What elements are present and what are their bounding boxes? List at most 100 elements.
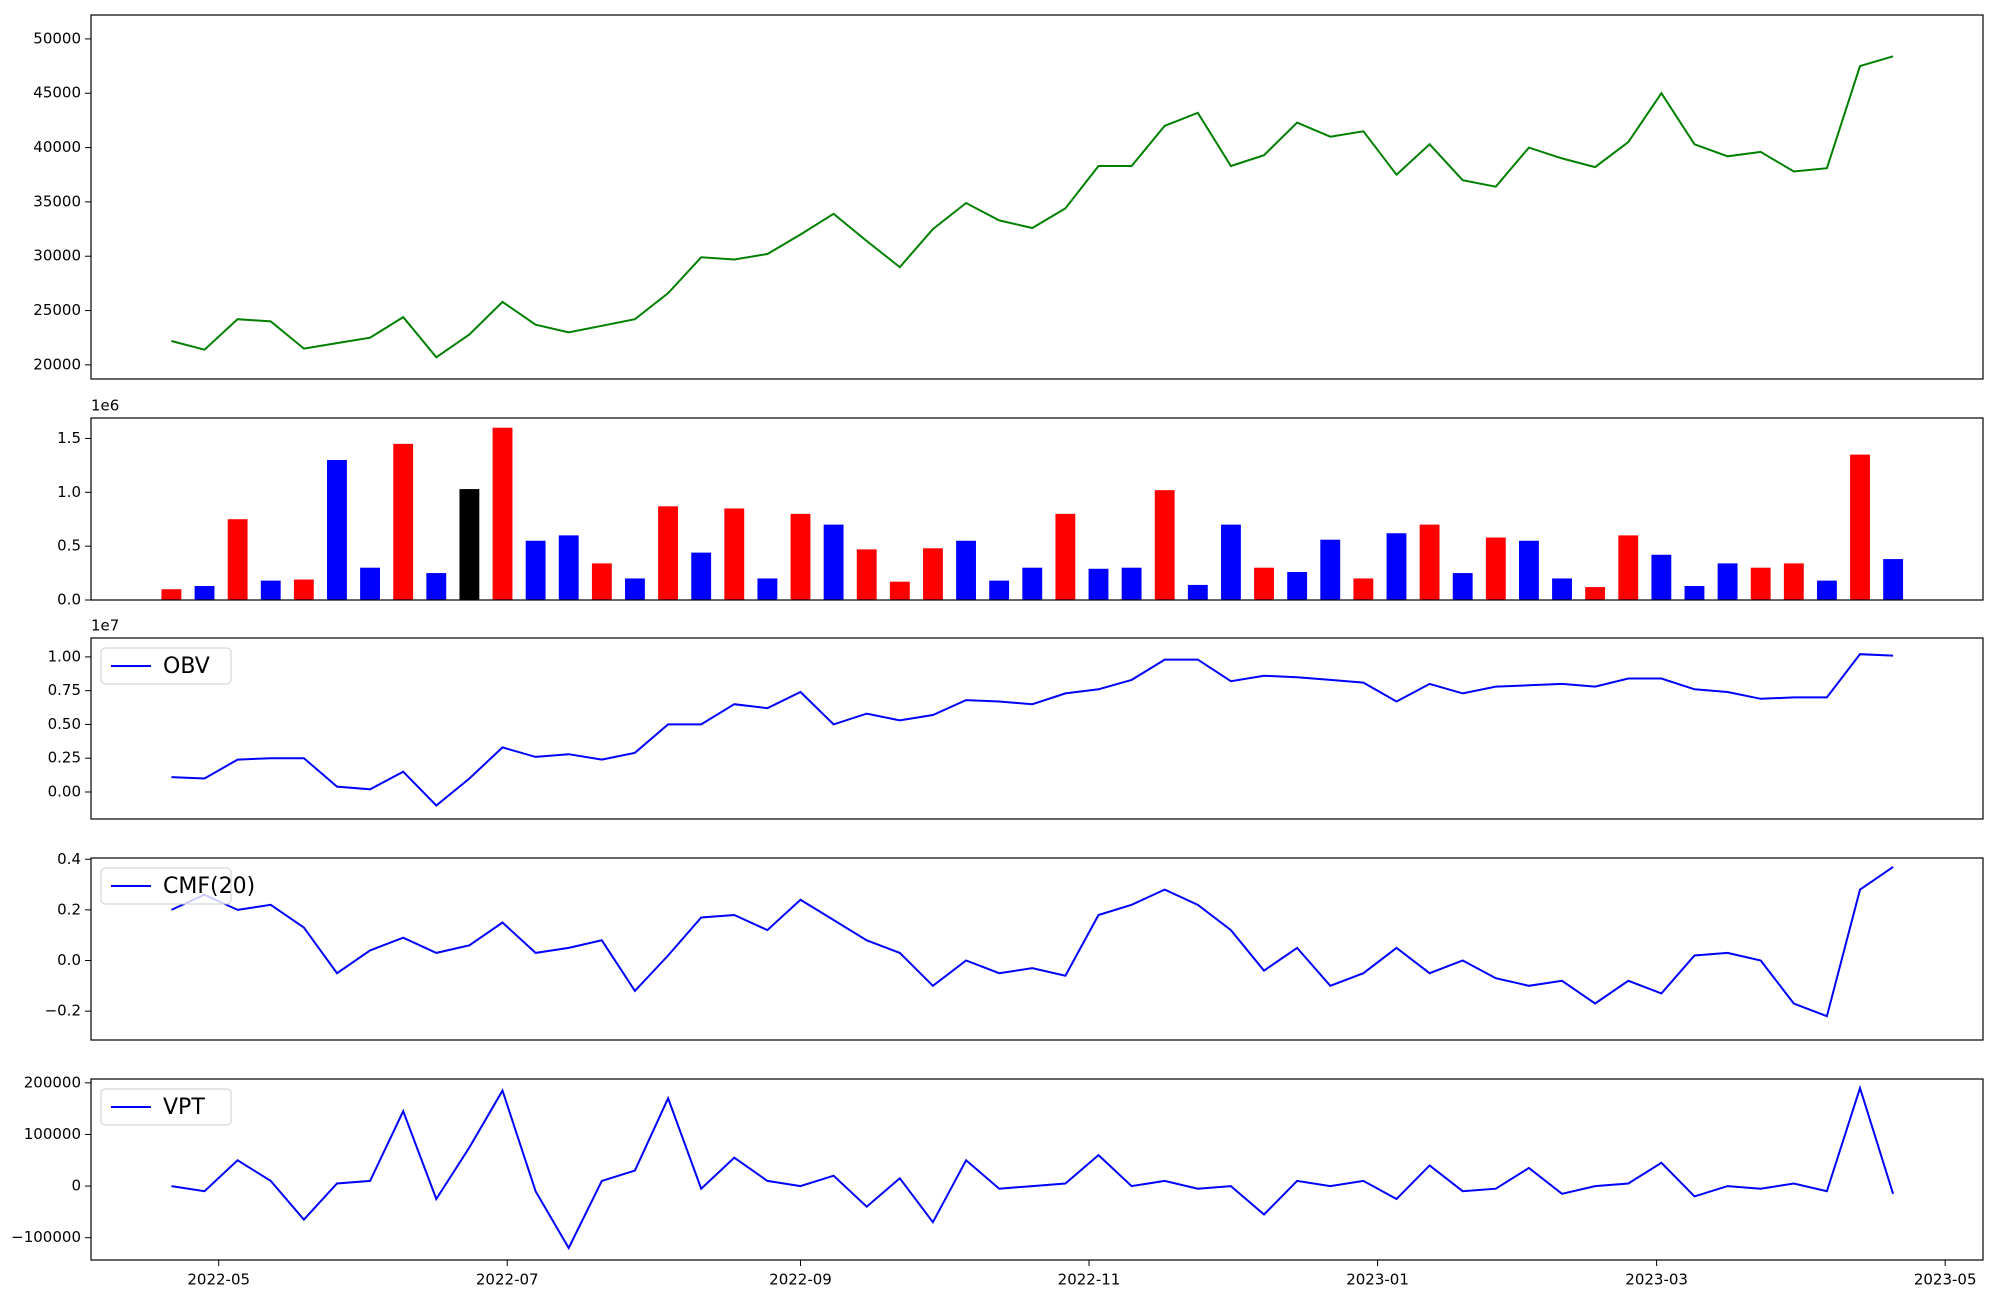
x-tick-label: 2023-05: [1914, 1271, 1977, 1289]
offset-text: 1e7: [91, 617, 119, 635]
bar: [1883, 559, 1904, 600]
bar: [757, 578, 778, 600]
bar: [260, 580, 281, 600]
axes-frame: [90, 417, 1984, 601]
y-tick-label: 50000: [33, 29, 81, 47]
bar: [989, 580, 1010, 600]
axes-frame: [90, 857, 1984, 1041]
line: [171, 653, 1894, 807]
axes-frame: [90, 637, 1984, 820]
bar: [227, 519, 248, 600]
bar: [724, 508, 745, 600]
bar: [1055, 513, 1076, 600]
y-tick-label: 1.0: [57, 483, 81, 501]
x-tick-label: 2023-03: [1625, 1271, 1688, 1289]
bar: [823, 524, 844, 600]
bar: [459, 489, 480, 600]
bar: [1088, 568, 1109, 600]
legend-box: [100, 647, 232, 685]
line: [171, 1084, 1895, 1251]
bar: [1850, 454, 1870, 600]
bar: [889, 581, 910, 600]
x-tick-label: 2022-07: [476, 1271, 539, 1289]
y-tick-label: 20000: [33, 355, 81, 373]
x-tick-label: 2022-05: [187, 1271, 250, 1289]
bar: [492, 427, 513, 600]
bar: [327, 460, 347, 600]
y-tick-label: 30000: [33, 247, 81, 265]
x-tick-label: 2023-01: [1346, 1271, 1409, 1289]
bar: [625, 578, 645, 600]
bar: [558, 535, 579, 600]
axes-frame: [90, 14, 1984, 380]
bar: [1783, 563, 1804, 600]
bar: [1121, 567, 1142, 600]
y-tick-label: 25000: [33, 301, 81, 319]
bar: [1452, 573, 1473, 600]
bar: [393, 443, 414, 600]
bar: [1750, 567, 1771, 600]
bar: [1386, 533, 1407, 600]
bar: [1485, 537, 1506, 600]
y-tick-label: 0.00: [48, 782, 81, 800]
y-tick-label: 0.5: [57, 537, 81, 555]
bar: [293, 579, 314, 600]
bar: [525, 540, 546, 600]
legend-box: [100, 867, 232, 905]
y-tick-label: 100000: [24, 1125, 81, 1143]
legend-label: OBV: [163, 654, 210, 679]
y-tick-label: 0.2: [57, 900, 81, 918]
y-tick-label: 45000: [33, 84, 81, 102]
x-tick-label: 2022-11: [1058, 1271, 1121, 1289]
legend-box: [100, 1088, 232, 1126]
bar: [591, 563, 612, 600]
bar: [1585, 587, 1606, 600]
y-tick-label: 0.0: [57, 951, 81, 969]
axes-frame: [90, 1078, 1984, 1261]
y-tick-label: 0: [71, 1177, 81, 1195]
y-tick-label: 0.0: [57, 591, 81, 609]
y-tick-label: 35000: [33, 192, 81, 210]
bar: [360, 567, 381, 600]
line: [171, 55, 1894, 359]
y-tick-label: 0.75: [48, 681, 81, 699]
y-tick-label: 0.50: [48, 715, 81, 733]
bar: [956, 540, 976, 600]
bar: [161, 589, 182, 600]
bar: [426, 573, 447, 600]
bar: [1154, 490, 1175, 600]
bar: [1254, 567, 1274, 600]
y-tick-label: −0.2: [45, 1002, 81, 1020]
bar: [1320, 539, 1341, 600]
bar: [790, 513, 811, 600]
y-tick-label: −100000: [11, 1228, 81, 1246]
y-tick-label: 40000: [33, 138, 81, 156]
bar: [1717, 563, 1738, 600]
bar: [1618, 535, 1639, 600]
bar: [856, 549, 877, 600]
bar: [1022, 567, 1043, 600]
offset-text: 1e6: [91, 397, 119, 415]
bar: [1187, 584, 1208, 600]
y-tick-label: 200000: [24, 1073, 81, 1091]
bar: [1684, 586, 1705, 600]
y-tick-label: 1.00: [48, 647, 81, 665]
bar: [1353, 578, 1374, 600]
bar: [691, 552, 712, 600]
y-tick-label: 0.25: [48, 749, 81, 767]
bar: [194, 586, 215, 600]
line: [170, 866, 1894, 1018]
legend-label: VPT: [163, 1095, 205, 1120]
y-tick-label: 0.4: [57, 850, 81, 868]
x-tick-label: 2022-09: [769, 1271, 832, 1289]
bar: [1287, 572, 1308, 600]
bar: [1816, 580, 1837, 600]
bar: [658, 506, 678, 600]
bar: [1651, 554, 1672, 600]
y-tick-label: 1.5: [57, 429, 81, 447]
bar: [1518, 540, 1539, 600]
bar: [1419, 524, 1440, 600]
bar: [1220, 524, 1241, 600]
